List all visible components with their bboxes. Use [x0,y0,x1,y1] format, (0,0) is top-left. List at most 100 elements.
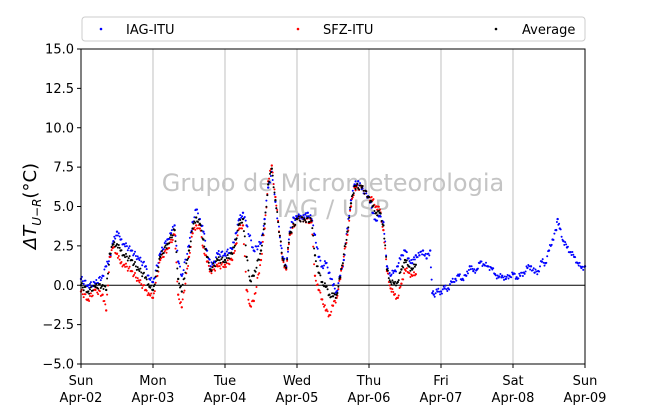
point-average [233,246,235,249]
point-sfz-itu [400,282,403,285]
point-sfz-itu [106,293,109,296]
point-average [137,268,140,271]
point-iag-itu [467,269,470,272]
x-tick-label-day: Tue [213,374,236,389]
point-average [177,277,180,281]
point-average [383,237,386,240]
point-iag-itu [510,276,513,279]
point-iag-itu [293,217,296,220]
point-sfz-itu [329,314,332,317]
point-average [152,285,155,288]
legend-frame [81,16,586,42]
point-sfz-itu [382,228,385,232]
point-average [153,283,156,286]
point-sfz-itu [84,293,87,296]
point-iag-itu [499,272,502,275]
point-sfz-itu [342,255,345,258]
point-average [301,216,304,219]
point-sfz-itu [224,266,227,269]
point-sfz-itu [210,272,213,275]
point-iag-itu [265,199,268,202]
point-iag-itu [430,278,433,281]
point-average [267,183,270,186]
point-iag-itu [427,252,430,255]
point-average [138,270,141,273]
point-iag-itu [432,293,435,296]
point-average [272,186,275,189]
point-iag-itu [365,192,368,195]
point-sfz-itu [341,266,343,269]
point-average [171,234,174,237]
point-average [316,265,319,268]
point-iag-itu [348,214,351,217]
point-sfz-itu [394,293,397,296]
point-sfz-itu [138,281,141,284]
point-sfz-itu [258,272,261,275]
point-sfz-itu [387,281,390,284]
point-sfz-itu [405,267,408,270]
point-average [363,192,366,195]
legend-marker-sfz-itu [296,27,300,31]
point-iag-itu [383,232,386,235]
point-sfz-itu [223,266,226,269]
point-iag-itu [176,249,179,252]
point-average [397,279,400,282]
point-average [413,265,416,268]
point-iag-itu [455,279,458,282]
point-average [321,280,324,284]
point-average [149,286,152,289]
point-sfz-itu [247,298,250,301]
point-sfz-itu [338,279,341,282]
point-average [278,234,281,237]
point-iag-itu [518,272,521,275]
point-average [353,184,356,188]
point-sfz-itu [375,205,378,208]
point-iag-itu [173,224,176,227]
point-iag-itu [407,257,410,260]
x-tick-label-date: Apr-03 [132,391,175,406]
point-average [337,285,340,288]
point-iag-itu [372,212,375,215]
point-iag-itu [226,248,229,251]
point-sfz-itu [316,283,319,286]
point-average [104,285,107,288]
point-iag-itu [89,282,91,285]
point-iag-itu [539,265,541,268]
point-iag-itu [458,273,461,276]
point-iag-itu [535,270,538,273]
point-iag-itu [115,230,119,233]
point-iag-itu [515,276,518,279]
point-iag-itu [440,292,443,295]
point-iag-itu [524,270,527,273]
point-average [174,240,177,243]
point-sfz-itu [322,303,325,306]
point-sfz-itu [134,276,137,279]
legend-marker-iag-itu [99,27,103,31]
point-average [412,267,415,270]
point-iag-itu [462,279,465,282]
point-average [386,269,389,272]
y-tick-label: 15.0 [45,43,74,58]
point-average [273,191,276,194]
point-iag-itu [278,225,280,228]
point-sfz-itu [241,227,244,230]
point-average [356,182,359,185]
point-average [89,288,91,291]
point-average [373,210,376,213]
point-iag-itu [289,226,292,229]
point-average [402,266,405,269]
point-sfz-itu [89,295,91,298]
point-average [243,235,246,238]
point-iag-itu [164,240,167,243]
point-iag-itu [560,235,563,238]
point-iag-itu [409,262,412,265]
point-iag-itu [429,266,432,269]
point-sfz-itu [313,274,317,277]
point-iag-itu [283,257,286,260]
point-average [125,255,128,258]
point-average [124,256,127,259]
point-sfz-itu [255,286,258,289]
point-iag-itu [546,255,549,258]
y-tick-label: 2.5 [53,239,74,254]
point-average [262,228,265,231]
